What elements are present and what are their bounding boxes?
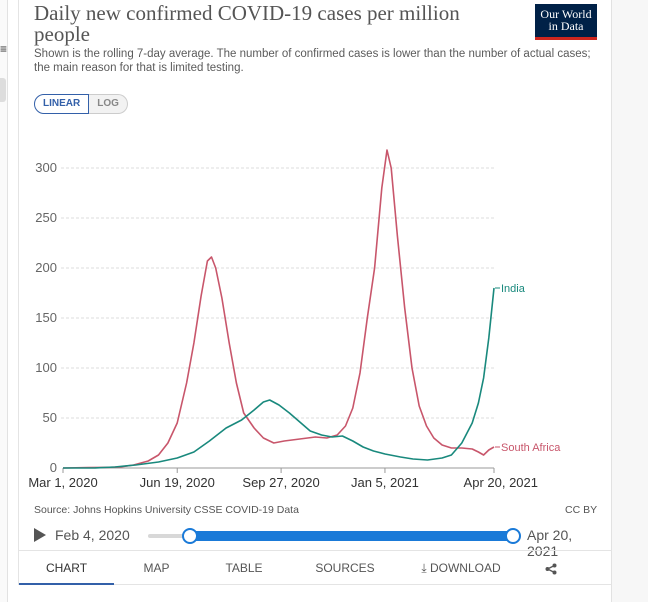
y-tick-label: 150 <box>35 310 57 325</box>
series-line-south-africa <box>62 149 495 469</box>
chart-title: Daily new confirmed COVID-19 cases per m… <box>34 1 460 46</box>
chart-tabs: CHART MAP TABLE SOURCES ⤓ DOWNLOAD <box>19 550 612 585</box>
play-icon[interactable] <box>34 528 46 542</box>
tab-sources[interactable]: SOURCES <box>315 561 375 575</box>
chart-subtitle: Shown is the rolling 7-day average. The … <box>34 48 591 74</box>
menu-icon[interactable]: ≡ <box>0 42 8 56</box>
x-tick-label: Sep 27, 2020 <box>242 475 319 490</box>
tab-download-label: DOWNLOAD <box>429 561 501 575</box>
series-label-south-africa: South Africa <box>501 442 561 454</box>
logo-line-1: Our World <box>540 7 592 21</box>
owid-logo[interactable]: Our World in Data <box>535 4 597 40</box>
right-panel-edge <box>611 0 648 602</box>
x-tick-label: Jun 19, 2020 <box>140 475 215 490</box>
y-tick-label: 50 <box>43 410 57 425</box>
linear-scale-button[interactable]: LINEAR <box>34 94 90 114</box>
tab-chart[interactable]: CHART <box>19 551 114 585</box>
log-scale-button[interactable]: LOG <box>89 94 128 114</box>
source-text[interactable]: Source: Johns Hopkins University CSSE CO… <box>34 504 299 516</box>
y-tick-label: 300 <box>35 160 57 175</box>
x-tick-label: Jan 5, 2021 <box>351 475 419 490</box>
y-tick-label: 0 <box>50 460 57 475</box>
y-tick-label: 250 <box>35 210 57 225</box>
timeline-start-handle[interactable] <box>182 528 199 544</box>
series-label-india: India <box>501 283 526 295</box>
chart-frame: Daily new confirmed COVID-19 cases per m… <box>18 0 612 585</box>
x-tick-label: Mar 1, 2020 <box>28 475 97 490</box>
tab-download[interactable]: ⤓ DOWNLOAD <box>401 551 521 585</box>
series-line-india <box>62 287 495 469</box>
license-text[interactable]: CC BY <box>565 504 598 516</box>
timeline: Feb 4, 2020 Apr 20, 2021 <box>34 525 604 559</box>
timeline-selected-range <box>190 531 513 541</box>
x-tick-label: Apr 20, 2021 <box>464 475 538 490</box>
scale-toggle: LINEAR LOG <box>34 94 128 114</box>
timeline-end-label: Apr 20, 2021 <box>527 527 573 559</box>
sidebar-scroll-handle[interactable] <box>0 78 6 102</box>
line-chart: 0 50 100 150 200 250 300 Mar 1, 2020 Jun 19, 202… <box>28 149 561 490</box>
download-icon: ⤓ <box>421 561 427 575</box>
tab-table[interactable]: TABLE <box>225 561 263 575</box>
timeline-end-handle[interactable] <box>505 528 521 544</box>
share-icon[interactable] <box>521 551 581 585</box>
logo-line-2: in Data <box>548 19 584 33</box>
timeline-start-label: Feb 4, 2020 <box>55 527 130 543</box>
y-tick-label: 200 <box>35 260 57 275</box>
tab-map[interactable]: MAP <box>143 561 170 575</box>
y-tick-label: 100 <box>35 360 57 375</box>
left-sidebar-edge: ≡ <box>0 0 8 602</box>
